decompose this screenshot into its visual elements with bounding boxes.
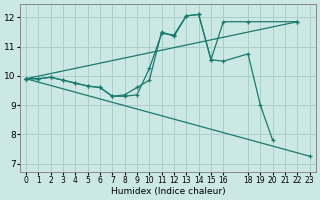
X-axis label: Humidex (Indice chaleur): Humidex (Indice chaleur) [110, 187, 225, 196]
